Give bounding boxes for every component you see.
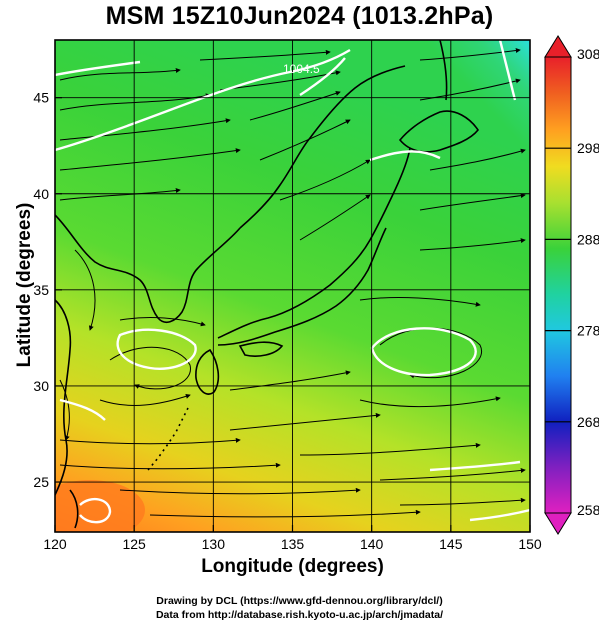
x-tick-label: 125 (122, 536, 146, 552)
colorbar-tick-label: 258 (577, 502, 599, 518)
isobar-label: 1004.5 (283, 62, 320, 76)
colorbar-tick-label: 288 (577, 231, 599, 247)
colorbar-tick-label: 278 (577, 323, 599, 339)
coastlines (55, 40, 479, 529)
y-tick-label: 25 (33, 474, 49, 490)
colorbar-tick-label: 308 (577, 46, 599, 62)
y-tick-label: 40 (33, 186, 49, 202)
x-axis-label: Longitude (degrees) (201, 556, 384, 577)
credit-drawing: Drawing by DCL (https://www.gfd-dennou.o… (156, 595, 443, 607)
y-tick-label: 45 (33, 90, 49, 106)
colorbar: 308 298 288 278 268 258 (544, 35, 599, 535)
temperature-field (55, 40, 530, 532)
x-tick-label: 140 (360, 536, 384, 552)
colorbar-tick-label: 298 (577, 140, 599, 156)
gridlines (55, 40, 530, 532)
x-tick-label: 150 (518, 536, 542, 552)
streamlines (59, 48, 526, 518)
x-tick-label: 130 (202, 536, 226, 552)
x-axis-ticks: 120 125 130 135 140 145 150 (43, 525, 542, 552)
colorbar-scale (544, 56, 572, 514)
colorbar-bottom-arrow (544, 512, 572, 535)
isobars (55, 40, 530, 524)
y-axis-ticks: 25 30 35 40 45 (33, 90, 62, 490)
y-tick-label: 35 (33, 282, 49, 298)
x-tick-label: 145 (439, 536, 463, 552)
colorbar-tick-label: 268 (577, 414, 599, 430)
credit-data: Data from http://database.rish.kyoto-u.a… (155, 609, 444, 621)
x-tick-label: 120 (43, 536, 67, 552)
colorbar-top-arrow (544, 35, 572, 58)
chart-title: MSM 15Z10Jun2024 (1013.2hPa) (105, 2, 494, 30)
y-tick-label: 30 (33, 378, 49, 394)
y-axis-label: Latitude (degrees) (14, 202, 35, 368)
x-tick-label: 135 (281, 536, 305, 552)
